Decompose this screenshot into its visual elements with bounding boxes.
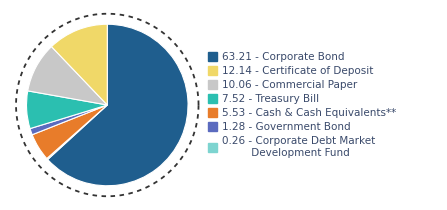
Wedge shape [28, 47, 107, 105]
Wedge shape [47, 105, 107, 160]
Wedge shape [32, 105, 107, 159]
Wedge shape [48, 24, 188, 186]
Wedge shape [30, 105, 107, 135]
Wedge shape [51, 24, 107, 105]
Legend: 63.21 - Corporate Bond, 12.14 - Certificate of Deposit, 10.06 - Commercial Paper: 63.21 - Corporate Bond, 12.14 - Certific… [203, 48, 401, 162]
Wedge shape [26, 91, 107, 129]
